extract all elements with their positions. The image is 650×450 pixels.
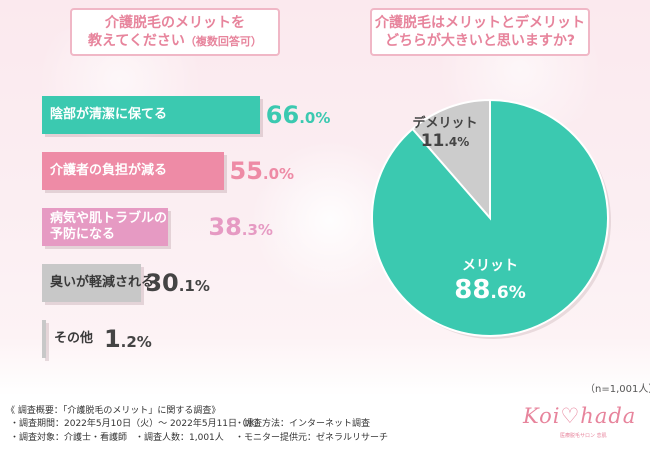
bar-value-int: 38 (208, 213, 242, 241)
bar-category-label-line: 介護者の負担が減る (50, 163, 168, 178)
bar-value-dec: .0% (262, 165, 295, 183)
question-box-comparison: 介護脱毛はメリットとデメリット どちらが大きいと思いますか? (370, 8, 590, 56)
brand-logo: Koi♡hada (523, 404, 637, 428)
brand-logo-subtitle: 医療脱毛サロン 恋肌 (560, 433, 607, 439)
bar-value-int: 66 (265, 101, 300, 129)
bar-value-dec: .0% (299, 109, 331, 127)
bar-value-dec: .2% (120, 333, 152, 351)
bar-category-label-line: 臭いが軽減される (50, 275, 155, 290)
question-line-1: 介護脱毛のメリットを (105, 15, 245, 31)
bar-category-label: 臭いが軽減される (50, 275, 154, 291)
bar-value-label: 1.2% (104, 324, 152, 357)
question-line-2: どちらが大きいと思いますか? (384, 33, 576, 49)
survey-provider: ・モニター提供元：ゼネラルリサーチ (235, 433, 389, 443)
bar (42, 320, 46, 358)
sample-size-note: （n=1,001人） (585, 384, 650, 395)
pie-value-dec: .4% (444, 135, 470, 149)
pie-chart (371, 98, 611, 339)
bar-shadow (45, 323, 49, 361)
pie-label-value: 88.6% (454, 275, 526, 305)
bar-category-label-line: 病気や肌トラブルの (50, 211, 168, 226)
bar-value-int: 30 (145, 269, 179, 297)
pie-slice-merit (371, 98, 609, 337)
survey-method: ・調査方法：インターネット調査 (235, 419, 371, 429)
question-line-1: 介護脱毛はメリットとデメリット (375, 15, 585, 31)
bar (42, 208, 169, 246)
pie-label-name: メリット (462, 258, 518, 274)
bar-category-label: 病気や肌トラブルの 予防になる (50, 211, 167, 243)
pie-label-demerit: デメリット 11.4% (400, 112, 490, 151)
pie-label-name: デメリット (412, 116, 478, 131)
pie-value-dec: .6% (490, 283, 526, 303)
survey-count: ・調査人数：1,001人 (135, 433, 224, 443)
survey-period: ・調査期間：2022年5月10日（火）～ 2022年5月11日（水） (10, 419, 265, 429)
footer (0, 398, 650, 450)
bar-value-int: 1 (103, 325, 121, 353)
question-note: （複数回答可） (184, 35, 262, 48)
bar-category-label: 介護者の負担が減る (50, 163, 167, 179)
bar-category-label-line: その他 (53, 331, 93, 346)
bar-value-label: 38.3% (208, 212, 273, 245)
bar-value-int: 55 (229, 157, 263, 185)
survey-target: ・調査対象：介護士・看護師 (10, 433, 128, 443)
bar (42, 96, 260, 134)
pie-label-value: 11.4% (420, 131, 470, 151)
bar-value-dec: .3% (241, 221, 273, 239)
pie-label-merit: メリット 88.6% (430, 255, 550, 305)
pie-value-int: 88 (454, 275, 491, 305)
bar-value-label: 66.0% (266, 100, 331, 133)
bar-value-label: 55.0% (230, 156, 295, 189)
question-box-merits: 介護脱毛のメリットを 教えてください（複数回答可） (70, 8, 280, 56)
bar-category-label-line: 予防になる (50, 227, 116, 242)
bar (42, 152, 224, 190)
bar-category-label: 陰部が清潔に保てる (50, 107, 167, 123)
bar-value-label: 30.1% (145, 268, 210, 301)
question-text: 教えてください (88, 33, 185, 49)
bar (42, 264, 142, 302)
question-line-2: 教えてください（複数回答可） (72, 32, 278, 51)
pie-slice-demerit (411, 98, 491, 221)
survey-summary-title: 《 調査概要：「介護脱毛のメリット」に関する調査》 (6, 406, 221, 416)
bar-category-label-line: 陰部が清潔に保てる (50, 107, 168, 122)
bar-category-label: その他 (54, 331, 93, 347)
bar-value-dec: .1% (178, 277, 210, 295)
pie-value-int: 11 (420, 131, 445, 151)
